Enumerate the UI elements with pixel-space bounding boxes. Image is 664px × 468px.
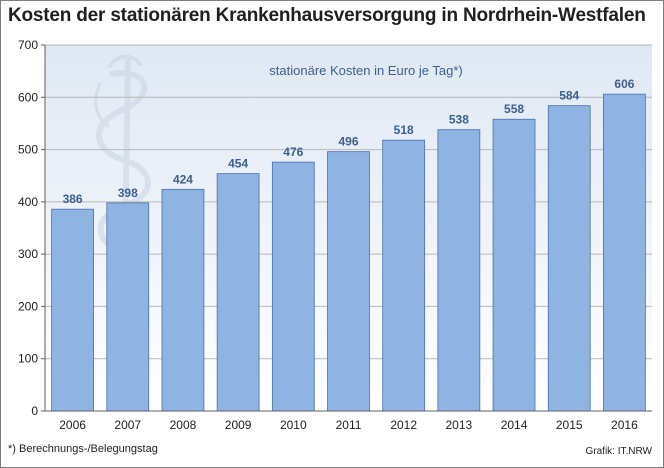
x-tick-label: 2016 — [611, 418, 638, 432]
bar-2007 — [106, 202, 150, 412]
x-tick-label: 2007 — [114, 418, 141, 432]
footnote: *) Berechnungs-/Belegungstag — [8, 443, 158, 455]
y-tick-label: 0 — [31, 404, 38, 418]
x-tick-label: 2013 — [446, 418, 473, 432]
y-tick-label: 100 — [18, 352, 38, 366]
bar-2015 — [547, 105, 591, 412]
data-label-2011: 496 — [338, 135, 358, 149]
bar-2012 — [382, 139, 426, 412]
bars: 386 398 424 454 476 496 518 538 558 584 606 — [51, 77, 646, 412]
bar-2010 — [271, 161, 315, 412]
data-label-2016: 606 — [614, 77, 634, 91]
y-tick-label: 500 — [18, 143, 38, 157]
y-tick-label: 300 — [18, 247, 38, 261]
x-tick-label: 2006 — [59, 418, 86, 432]
data-label-2015: 584 — [559, 89, 579, 103]
credit-label: Grafik: IT.NRW — [585, 446, 652, 457]
data-label-2006: 386 — [63, 192, 83, 206]
bar-2013 — [437, 129, 481, 412]
data-label-2014: 558 — [504, 102, 524, 116]
chart-subtitle: stationäre Kosten in Euro je Tag*) — [269, 63, 462, 78]
bar-2014 — [492, 118, 536, 412]
bar-2011 — [327, 151, 370, 412]
x-tick-label: 2015 — [556, 418, 583, 432]
data-label-2013: 538 — [449, 113, 469, 127]
y-tick-label: 600 — [18, 90, 38, 104]
x-tick-label: 2011 — [336, 418, 362, 432]
data-label-2009: 454 — [228, 157, 248, 171]
bar-2016 — [603, 93, 646, 412]
x-tick-label: 2008 — [170, 418, 197, 432]
x-tick-label: 2009 — [225, 418, 252, 432]
data-label-2012: 518 — [394, 123, 414, 137]
x-tick-label: 2012 — [390, 418, 417, 432]
y-tick-label: 200 — [18, 299, 38, 313]
data-label-2010: 476 — [283, 145, 303, 159]
data-label-2008: 424 — [173, 172, 193, 186]
bar-2008 — [161, 188, 205, 412]
chart-title: Kosten der stationären Krankenhausversor… — [8, 5, 646, 26]
x-tick-label: 2010 — [280, 418, 307, 432]
bar-2006 — [51, 208, 94, 412]
y-tick-label: 400 — [18, 195, 38, 209]
bar-2009 — [216, 173, 260, 412]
x-axis-labels: 2006 2007 2008 2009 2010 2011 2012 2013 2014 2015… — [59, 418, 638, 432]
y-axis-labels: 0 100 200 300 400 500 600 700 — [18, 38, 38, 418]
x-tick-label: 2014 — [501, 418, 528, 432]
y-tick-label: 700 — [18, 38, 38, 52]
data-label-2007: 398 — [118, 186, 138, 200]
